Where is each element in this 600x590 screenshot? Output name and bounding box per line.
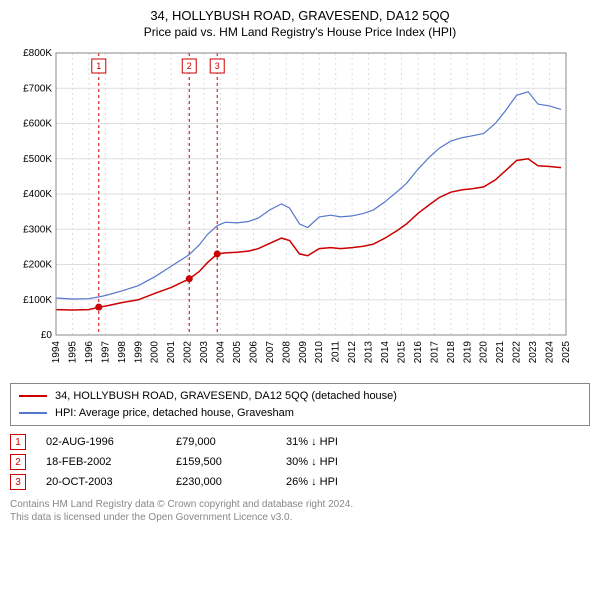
ytick-label: £500K [23, 154, 52, 165]
xtick-label: 1995 [67, 341, 78, 364]
xtick-label: 2012 [347, 341, 358, 364]
sales-hpi: 26% ↓ HPI [286, 476, 366, 488]
sales-marker-num: 2 [10, 454, 26, 470]
sales-price: £79,000 [176, 436, 266, 448]
xtick-label: 2000 [150, 341, 161, 364]
ytick-label: £0 [41, 330, 53, 341]
sales-date: 20-OCT-2003 [46, 476, 156, 488]
xtick-label: 2024 [545, 341, 556, 364]
legend-label: HPI: Average price, detached house, Grav… [55, 405, 294, 422]
footer: Contains HM Land Registry data © Crown c… [10, 498, 590, 524]
sales-table: 1 02-AUG-1996 £79,000 31% ↓ HPI 2 18-FEB-2002… [10, 434, 590, 490]
xtick-label: 2019 [462, 341, 473, 364]
legend: 34, HOLLYBUSH ROAD, GRAVESEND, DA12 5QQ … [10, 383, 590, 426]
sales-row: 1 02-AUG-1996 £79,000 31% ↓ HPI [10, 434, 590, 450]
sales-hpi: 31% ↓ HPI [286, 436, 366, 448]
page-subtitle: Price paid vs. HM Land Registry's House … [10, 25, 590, 39]
xtick-label: 2022 [512, 341, 523, 364]
legend-label: 34, HOLLYBUSH ROAD, GRAVESEND, DA12 5QQ … [55, 388, 397, 405]
ytick-label: £100K [23, 295, 52, 306]
sales-row: 2 18-FEB-2002 £159,500 30% ↓ HPI [10, 454, 590, 470]
legend-row: 34, HOLLYBUSH ROAD, GRAVESEND, DA12 5QQ … [19, 388, 581, 405]
legend-swatch [19, 412, 47, 414]
sales-price: £230,000 [176, 476, 266, 488]
xtick-label: 2013 [364, 341, 375, 364]
xtick-label: 1996 [84, 341, 95, 364]
xtick-label: 2017 [429, 341, 440, 364]
sales-date: 18-FEB-2002 [46, 456, 156, 468]
xtick-label: 2015 [396, 341, 407, 364]
sale-marker-num: 1 [96, 61, 101, 71]
sales-price: £159,500 [176, 456, 266, 468]
sale-marker-num: 2 [187, 61, 192, 71]
footer-line2: This data is licensed under the Open Gov… [10, 511, 590, 524]
xtick-label: 2016 [413, 341, 424, 364]
page-title: 34, HOLLYBUSH ROAD, GRAVESEND, DA12 5QQ [10, 8, 590, 23]
sale-marker-num: 3 [215, 61, 220, 71]
legend-swatch [19, 395, 47, 397]
xtick-label: 2014 [380, 341, 391, 364]
xtick-label: 2007 [265, 341, 276, 364]
sale-dot [186, 275, 193, 282]
sales-row: 3 20-OCT-2003 £230,000 26% ↓ HPI [10, 474, 590, 490]
sales-hpi: 30% ↓ HPI [286, 456, 366, 468]
sale-dot [214, 250, 221, 257]
sales-date: 02-AUG-1996 [46, 436, 156, 448]
xtick-label: 2008 [281, 341, 292, 364]
sales-marker-num: 3 [10, 474, 26, 490]
xtick-label: 2005 [232, 341, 243, 364]
xtick-label: 2011 [331, 341, 342, 363]
xtick-label: 2010 [314, 341, 325, 364]
ytick-label: £700K [23, 83, 52, 94]
ytick-label: £300K [23, 224, 52, 235]
xtick-label: 2009 [298, 341, 309, 364]
xtick-label: 2004 [216, 341, 227, 364]
xtick-label: 1999 [133, 341, 144, 364]
xtick-label: 2020 [479, 341, 490, 364]
xtick-label: 2001 [166, 341, 177, 364]
legend-row: HPI: Average price, detached house, Grav… [19, 405, 581, 422]
xtick-label: 2023 [528, 341, 539, 364]
xtick-label: 2003 [199, 341, 210, 364]
xtick-label: 2018 [446, 341, 457, 364]
xtick-label: 1997 [100, 341, 111, 364]
xtick-label: 1998 [117, 341, 128, 364]
price-chart: £0 £100K £200K £300K £400K £500K £600K £700K £80… [10, 45, 570, 375]
xtick-label: 2025 [561, 341, 570, 364]
footer-line1: Contains HM Land Registry data © Crown c… [10, 498, 590, 511]
xtick-label: 1994 [51, 341, 62, 364]
xtick-label: 2002 [183, 341, 194, 364]
sale-dot [95, 304, 102, 311]
xtick-label: 2021 [495, 341, 506, 364]
ytick-label: £200K [23, 260, 52, 271]
ytick-label: £800K [23, 48, 52, 59]
ytick-label: £600K [23, 119, 52, 130]
sales-marker-num: 1 [10, 434, 26, 450]
ytick-label: £400K [23, 189, 52, 200]
xtick-label: 2006 [248, 341, 259, 364]
